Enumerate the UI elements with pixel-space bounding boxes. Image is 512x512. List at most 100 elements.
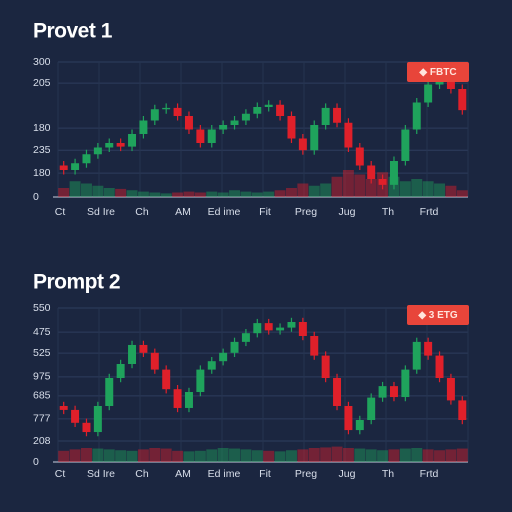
candle-body bbox=[435, 355, 444, 378]
volume-bar bbox=[172, 450, 184, 462]
volume-bar bbox=[297, 449, 309, 462]
y-tick-label: 525 bbox=[33, 347, 51, 359]
candle-body bbox=[59, 165, 68, 170]
candle-body bbox=[128, 344, 137, 364]
volume-bar bbox=[206, 449, 218, 462]
candle-body bbox=[173, 107, 182, 116]
candle-body bbox=[310, 336, 319, 356]
candle-body bbox=[128, 134, 137, 147]
candle-body bbox=[458, 400, 467, 420]
candle-body bbox=[162, 107, 171, 110]
volume-bar bbox=[251, 192, 263, 197]
candle-body bbox=[253, 107, 262, 114]
x-tick-label: Fit bbox=[259, 206, 271, 218]
y-tick-label: 475 bbox=[33, 326, 51, 338]
y-tick-label: 180 bbox=[33, 122, 51, 134]
candle-body bbox=[401, 369, 410, 398]
candle-body bbox=[446, 76, 455, 89]
volume-bar bbox=[183, 451, 195, 462]
volume-bar bbox=[399, 448, 411, 462]
candle-body bbox=[378, 386, 387, 398]
x-tick-label: Ch bbox=[135, 206, 149, 218]
volume-bar bbox=[308, 448, 320, 462]
volume-bar bbox=[434, 183, 445, 197]
candle-body bbox=[105, 143, 114, 148]
x-tick-label: Th bbox=[382, 206, 394, 218]
volume-bar bbox=[229, 448, 240, 462]
candle-body bbox=[321, 355, 330, 378]
x-tick-label: AM bbox=[175, 468, 191, 480]
volume-bar bbox=[411, 448, 423, 462]
volume-bar bbox=[149, 192, 161, 197]
volume-bar bbox=[160, 193, 172, 197]
volume-bar bbox=[183, 191, 195, 197]
candle-body bbox=[458, 89, 467, 111]
legend-label: ◆ 3 ETG bbox=[417, 310, 458, 321]
x-tick-label: Ct bbox=[55, 206, 66, 218]
volume-bar bbox=[388, 449, 400, 462]
candle-body bbox=[446, 378, 455, 401]
volume-bar bbox=[434, 450, 445, 462]
chart: Provet 1 300 205 180 235 180 0 Ct Sd Ire Ch AM Ed i… bbox=[33, 20, 469, 218]
y-tick-label: 208 bbox=[33, 435, 51, 447]
candle-body bbox=[116, 143, 125, 147]
volume-bar bbox=[217, 448, 229, 462]
x-tick-label: AM bbox=[175, 206, 191, 218]
candle-body bbox=[344, 122, 353, 148]
volume-bar bbox=[445, 449, 457, 462]
candle-body bbox=[59, 406, 68, 410]
volume-bar bbox=[103, 188, 115, 197]
x-tick-label: Th bbox=[382, 468, 394, 480]
volume-bar bbox=[240, 191, 252, 197]
volume-bar bbox=[229, 190, 240, 197]
x-tick-label: Sd Ire bbox=[87, 468, 115, 480]
volume-bar bbox=[92, 185, 104, 197]
candle-body bbox=[162, 369, 171, 390]
volume-bar bbox=[81, 183, 92, 197]
candle-body bbox=[321, 107, 330, 125]
chart-title: Prompt 2 bbox=[33, 271, 120, 294]
candle-body bbox=[412, 102, 421, 130]
candle-body bbox=[355, 147, 364, 166]
candle-body bbox=[82, 154, 91, 164]
chart: Prompt 2 550 475 525 975 685 777 208 0 Ct Sd Ire Ch… bbox=[33, 271, 469, 480]
candle-body bbox=[196, 369, 205, 392]
y-tick-label: 0 bbox=[33, 191, 39, 203]
candle-body bbox=[412, 341, 421, 370]
volume-bar bbox=[206, 191, 218, 197]
volume-bar bbox=[274, 190, 286, 197]
y-tick-label: 205 bbox=[33, 77, 51, 89]
candle-body bbox=[71, 163, 80, 170]
candle-body bbox=[71, 409, 80, 423]
x-tick-label: Sd Ire bbox=[87, 206, 115, 218]
volume-bar bbox=[263, 191, 275, 197]
volume-bar bbox=[365, 449, 377, 462]
volume-bar bbox=[69, 449, 81, 462]
volume-bar bbox=[354, 448, 366, 462]
x-tick-label: Frtd bbox=[420, 206, 439, 218]
candle-body bbox=[378, 179, 387, 185]
volume-bar bbox=[354, 174, 366, 197]
candle-body bbox=[207, 361, 216, 370]
y-tick-label: 0 bbox=[33, 456, 39, 468]
volume-bar bbox=[172, 192, 184, 197]
candle-body bbox=[219, 125, 228, 130]
candle-body bbox=[333, 107, 342, 123]
candle-body bbox=[389, 386, 398, 398]
candle-body bbox=[253, 323, 262, 334]
y-tick-label: 550 bbox=[33, 302, 51, 314]
volume-bar bbox=[69, 181, 81, 197]
volume-bar bbox=[115, 450, 127, 462]
candle-body bbox=[207, 129, 216, 143]
candle-body bbox=[150, 352, 159, 370]
x-tick-label: Ed ime bbox=[208, 206, 241, 218]
volume-bar bbox=[331, 446, 343, 462]
volume-bar bbox=[331, 176, 343, 197]
candle-body bbox=[287, 116, 296, 139]
volume-bar bbox=[342, 170, 354, 197]
volume-bar bbox=[365, 179, 377, 197]
volume-bar bbox=[92, 448, 104, 462]
candle-body bbox=[298, 322, 307, 336]
volume-bar bbox=[58, 188, 70, 197]
